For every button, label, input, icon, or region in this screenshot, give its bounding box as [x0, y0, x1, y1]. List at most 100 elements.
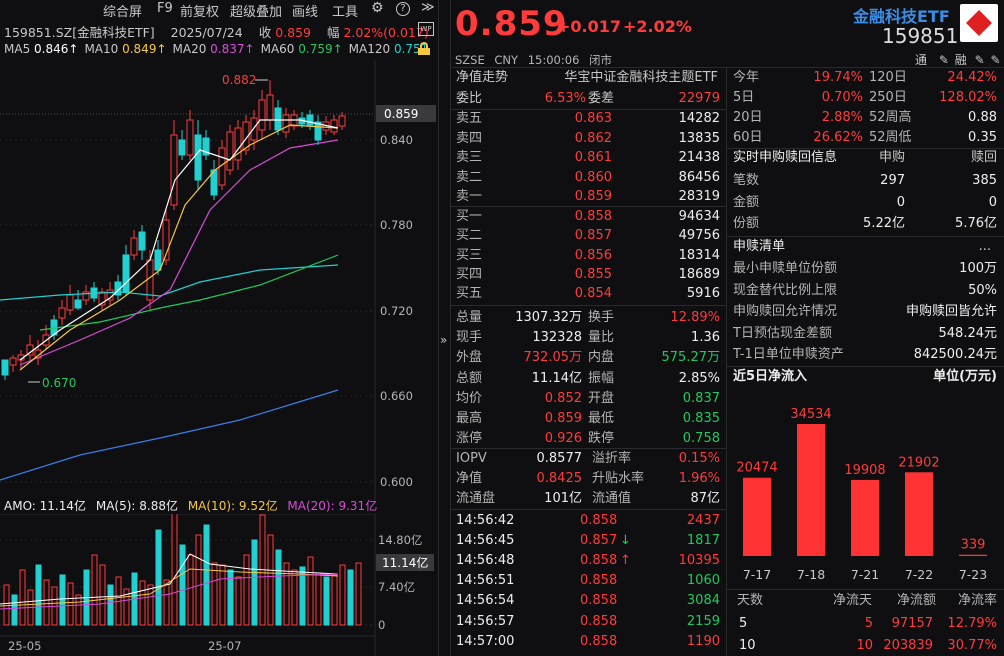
ask-row[interactable]: 卖四 0.862 13835	[456, 129, 722, 149]
list-row: T日预估现金差额 548.24元	[733, 324, 999, 344]
change-value: 2.02%(0.017)	[343, 25, 428, 40]
tab-rong[interactable]: 融	[955, 53, 967, 67]
candle-body	[195, 135, 201, 180]
ma-legend: MA5 0.846↑ MA10 0.849↑ MA20 0.837↑ MA60 0.7…	[4, 42, 434, 56]
lock-icon[interactable]	[418, 42, 430, 54]
volume-bar	[12, 595, 17, 625]
candle-body	[227, 132, 233, 170]
date-tick: 25-07	[208, 639, 241, 653]
inflow-bar	[959, 555, 987, 556]
perf-row: 60日 26.62% 52周低 0.35	[733, 128, 999, 148]
bid-row[interactable]: 买三 0.856 18314	[456, 246, 722, 266]
tick-price: 0.858	[580, 632, 617, 652]
close-label: 收	[259, 25, 272, 40]
tick-price: 0.858	[580, 571, 617, 591]
tick-volume: 2159	[687, 612, 720, 632]
volume-bar	[292, 570, 297, 625]
candle-body	[283, 115, 289, 132]
stat-value: 12.89%	[670, 308, 720, 328]
collapse-icon[interactable]: ≫	[421, 0, 435, 15]
amo-ma10: MA(10): 9.52亿	[188, 499, 278, 513]
stat-value: 0.835	[683, 409, 720, 429]
ask-row[interactable]: 卖二 0.860 86456	[456, 168, 722, 188]
divider	[451, 509, 726, 510]
creation-label: 金额	[733, 193, 759, 213]
stat-row: 外盘 732.05万 内盘 575.27万	[456, 348, 722, 368]
toolbar-composite[interactable]: 综合屏	[103, 1, 142, 20]
help-icon-glyph: ?	[400, 3, 405, 14]
volume-chart[interactable]: 14.80亿 7.40亿 0 11.14亿 25-05 25-07	[0, 514, 438, 656]
bid-row[interactable]: 买四 0.855 18689	[456, 265, 722, 285]
book-price: 0.857	[575, 226, 612, 246]
stat-value: 1307.32万	[515, 308, 582, 328]
fund-full-name: 华宝中证金融科技主题ETF	[564, 68, 718, 88]
tick-price: 0.858	[580, 551, 617, 571]
toolbar-draw-line[interactable]: 画线	[292, 1, 318, 20]
list-row: 最小申赎单位份额 100万	[733, 259, 999, 279]
bid-row[interactable]: 买一 0.858 94634	[456, 207, 722, 227]
tick-volume: 1817	[687, 531, 720, 551]
list-value: 842500.24元	[914, 345, 997, 365]
tick-volume: 3084	[687, 591, 720, 611]
more-icon[interactable]: ...	[979, 237, 991, 257]
book-volume: 94634	[679, 207, 720, 227]
edit-icon-3[interactable]: ✎	[990, 53, 1000, 67]
toolbar-f9[interactable]: F9	[157, 1, 173, 16]
ask-row[interactable]: 卖三 0.861 21438	[456, 148, 722, 168]
tab-tong[interactable]: 通	[915, 53, 927, 67]
ask-row[interactable]: 卖一 0.859 28319	[456, 187, 722, 207]
iopv-value: 1.96%	[679, 469, 720, 489]
creation-title: 实时申购赎回信息	[733, 148, 837, 168]
perf-value: 0.35	[968, 128, 997, 148]
iopv-label: IOPV	[456, 449, 487, 469]
ratio-value: 6.53%	[545, 89, 586, 109]
perf-value: 26.62%	[813, 128, 863, 148]
toolbar-forward-adjust[interactable]: 前复权	[180, 1, 219, 20]
gear-icon[interactable]: ⚙	[371, 0, 384, 16]
low-marker: 0.670	[42, 376, 76, 390]
list-value: 548.24元	[939, 324, 998, 344]
stat-row: 最高 0.859 最低 0.835	[456, 409, 722, 429]
flow-title: 近5日净流入	[733, 367, 807, 387]
help-icon[interactable]: ?	[396, 2, 410, 16]
stat-value: 2.85%	[679, 369, 720, 389]
bid-row[interactable]: 买二 0.857 49756	[456, 226, 722, 246]
stat-row: 总额 11.14亿 振幅 2.85%	[456, 369, 722, 389]
inflow-date: 7-23	[959, 567, 987, 582]
volume-bar	[140, 581, 145, 625]
nav-trend-label[interactable]: 净值走势	[456, 68, 508, 88]
list-value: 50%	[968, 281, 997, 301]
candle-body	[131, 238, 137, 255]
time-label: 15:00:06	[528, 53, 580, 67]
toolbar-tools[interactable]: 工具	[332, 1, 358, 20]
candle-body	[155, 250, 161, 270]
candle-body	[331, 120, 337, 132]
tick-row: 14:56:42 0.858 2437	[456, 511, 722, 531]
flow-header: 近5日净流入 单位(万元)	[733, 367, 999, 387]
nav-row[interactable]: 净值走势 华宝中证金融科技主题ETF	[456, 68, 722, 88]
stat-value: 1.36	[691, 328, 720, 348]
bid-row[interactable]: 买五 0.854 5916	[456, 284, 722, 304]
candle-body	[67, 295, 73, 310]
ma-label: MA120	[349, 42, 394, 56]
ask-row[interactable]: 卖五 0.863 14282	[456, 109, 722, 129]
stat-value: 0.859	[545, 409, 582, 429]
volume-bar	[172, 514, 177, 625]
kline-chart[interactable]: 0.840 0.780 0.720 0.660 0.600 0.859 0.882 0.670	[0, 60, 438, 500]
stat-value: 132328	[532, 328, 582, 348]
book-level-label: 买三	[456, 246, 482, 266]
edit-icon[interactable]: ✎	[939, 53, 949, 67]
flow-table-header: 天数 净流天 净流额 净流率	[737, 591, 999, 611]
price-tick: 0.660	[380, 389, 413, 403]
wp-icon[interactable]: WP	[418, 22, 434, 36]
current-price-text: 0.859	[384, 107, 418, 121]
expand-arrow-icon[interactable]: »	[440, 333, 447, 347]
candle-body	[307, 115, 313, 125]
book-volume: 21438	[679, 148, 720, 168]
toolbar-super-overlay[interactable]: 超级叠加	[230, 1, 282, 20]
stat-label: 内盘	[588, 348, 614, 368]
list-value: 100万	[959, 259, 997, 279]
tick-price: 0.858	[580, 612, 617, 632]
edit-icon-2[interactable]: ✎	[975, 53, 985, 67]
book-volume: 13835	[679, 129, 720, 149]
